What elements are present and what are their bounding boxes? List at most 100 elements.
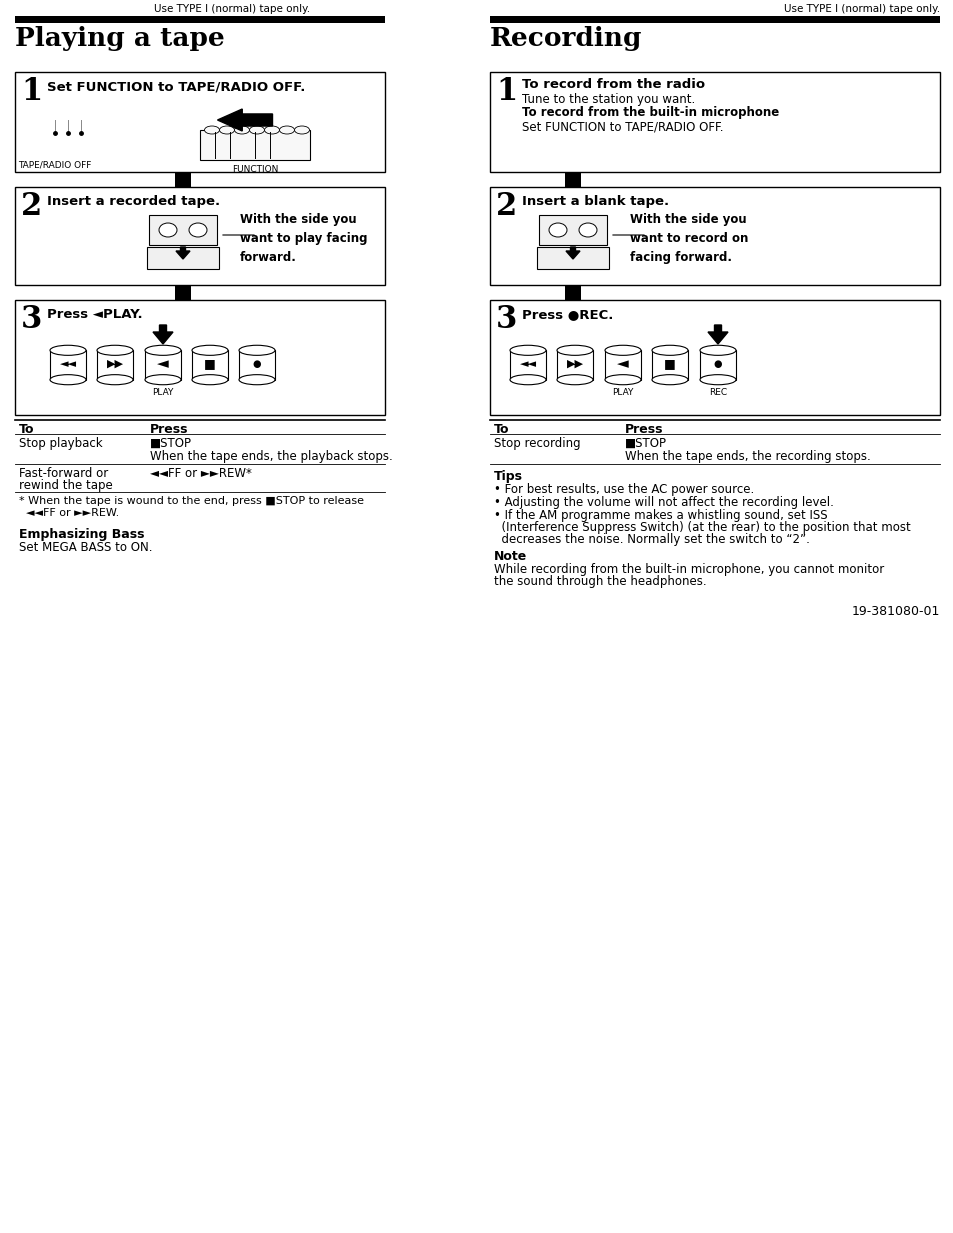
Text: ◄◄FF or ►►REW*: ◄◄FF or ►►REW* [150, 467, 252, 480]
Text: • If the AM programme makes a whistling sound, set ISS: • If the AM programme makes a whistling … [494, 509, 827, 522]
Bar [490, 187, 939, 285]
Text: Note: Note [494, 550, 527, 563]
Text: PLAY: PLAY [612, 388, 633, 397]
Text: When the tape ends, the playback stops.: When the tape ends, the playback stops. [150, 450, 393, 464]
Text: 1: 1 [21, 76, 42, 107]
Text: ▶▶: ▶▶ [566, 359, 583, 369]
Text: Tune to the station you want.: Tune to the station you want. [521, 92, 695, 106]
Ellipse shape [651, 345, 687, 355]
FancyArrow shape [217, 109, 273, 131]
Bar [15, 72, 385, 171]
Ellipse shape [97, 345, 132, 355]
Text: • Adjusting the volume will not affect the recording level.: • Adjusting the volume will not affect t… [494, 496, 833, 509]
Ellipse shape [192, 345, 228, 355]
Text: Insert a blank tape.: Insert a blank tape. [521, 195, 668, 208]
Text: 1: 1 [496, 76, 517, 107]
Bar [149, 215, 216, 245]
Text: To record from the radio: To record from the radio [521, 78, 704, 91]
FancyArrow shape [152, 326, 172, 344]
Bar [700, 350, 735, 380]
Text: Press ◄PLAY.: Press ◄PLAY. [47, 308, 143, 321]
Ellipse shape [510, 345, 545, 355]
Text: Set MEGA BASS to ON.: Set MEGA BASS to ON. [19, 541, 152, 554]
Bar [564, 171, 580, 187]
Text: Emphasizing Bass: Emphasizing Bass [19, 528, 144, 541]
Text: 3: 3 [496, 305, 517, 335]
Text: 19-381080-01: 19-381080-01 [851, 605, 939, 618]
Text: 3: 3 [21, 305, 42, 335]
Bar [15, 300, 385, 416]
Text: ■STOP: ■STOP [624, 436, 666, 450]
Ellipse shape [204, 126, 219, 134]
Bar [15, 187, 385, 285]
Bar [510, 350, 545, 380]
Ellipse shape [219, 126, 234, 134]
Bar [145, 350, 181, 380]
Bar [147, 247, 219, 269]
Ellipse shape [294, 126, 309, 134]
Text: To: To [494, 423, 509, 436]
Ellipse shape [651, 375, 687, 385]
Ellipse shape [97, 375, 132, 385]
Ellipse shape [548, 223, 566, 237]
Ellipse shape [192, 375, 228, 385]
Text: ▶▶: ▶▶ [107, 359, 123, 369]
Bar [490, 300, 939, 416]
Ellipse shape [145, 345, 181, 355]
Bar [490, 16, 939, 23]
Text: Press: Press [150, 423, 189, 436]
Bar [490, 72, 939, 171]
Bar [557, 350, 593, 380]
Ellipse shape [239, 345, 274, 355]
Text: 2: 2 [21, 191, 42, 222]
Text: PLAY: PLAY [152, 388, 173, 397]
Bar [192, 350, 228, 380]
Text: Insert a recorded tape.: Insert a recorded tape. [47, 195, 220, 208]
Text: ●: ● [713, 359, 721, 369]
Ellipse shape [700, 375, 735, 385]
Ellipse shape [239, 375, 274, 385]
Text: Press ●REC.: Press ●REC. [521, 308, 613, 321]
Text: ◄◄FF or ►►REW.: ◄◄FF or ►►REW. [19, 508, 119, 518]
Text: Press: Press [624, 423, 662, 436]
Text: ■: ■ [663, 358, 675, 370]
Ellipse shape [604, 375, 640, 385]
Text: Fast-forward or: Fast-forward or [19, 467, 108, 480]
Text: 2: 2 [496, 191, 517, 222]
Text: Use TYPE I (normal) tape only.: Use TYPE I (normal) tape only. [153, 4, 310, 14]
Text: To: To [19, 423, 34, 436]
FancyArrow shape [707, 326, 727, 344]
Ellipse shape [279, 126, 294, 134]
Ellipse shape [700, 345, 735, 355]
Ellipse shape [264, 126, 279, 134]
Bar [97, 350, 132, 380]
Bar [200, 129, 310, 160]
Text: ■: ■ [204, 358, 215, 370]
Ellipse shape [234, 126, 250, 134]
Ellipse shape [510, 375, 545, 385]
Text: ◄◄: ◄◄ [519, 359, 536, 369]
Text: Recording: Recording [490, 26, 641, 51]
Text: the sound through the headphones.: the sound through the headphones. [494, 575, 706, 588]
Bar [537, 247, 608, 269]
Text: • For best results, use the AC power source.: • For best results, use the AC power sou… [494, 483, 754, 496]
Bar [50, 350, 86, 380]
Text: ◄: ◄ [157, 356, 169, 371]
Ellipse shape [557, 375, 593, 385]
Text: Set FUNCTION to TAPE/RADIO OFF.: Set FUNCTION to TAPE/RADIO OFF. [47, 80, 305, 92]
Text: Set FUNCTION to TAPE/RADIO OFF.: Set FUNCTION to TAPE/RADIO OFF. [521, 120, 722, 133]
Ellipse shape [604, 345, 640, 355]
Text: ■STOP: ■STOP [150, 436, 192, 450]
Text: ●: ● [253, 359, 261, 369]
Text: ◄: ◄ [617, 356, 628, 371]
Text: When the tape ends, the recording stops.: When the tape ends, the recording stops. [624, 450, 870, 464]
Text: decreases the noise. Normally set the switch to “2”.: decreases the noise. Normally set the sw… [494, 533, 809, 546]
Text: REC: REC [708, 388, 726, 397]
Text: To record from the built-in microphone: To record from the built-in microphone [521, 106, 779, 120]
Ellipse shape [557, 345, 593, 355]
Ellipse shape [50, 345, 86, 355]
Ellipse shape [145, 375, 181, 385]
Bar [651, 350, 687, 380]
Bar [174, 171, 191, 187]
Bar [604, 350, 640, 380]
